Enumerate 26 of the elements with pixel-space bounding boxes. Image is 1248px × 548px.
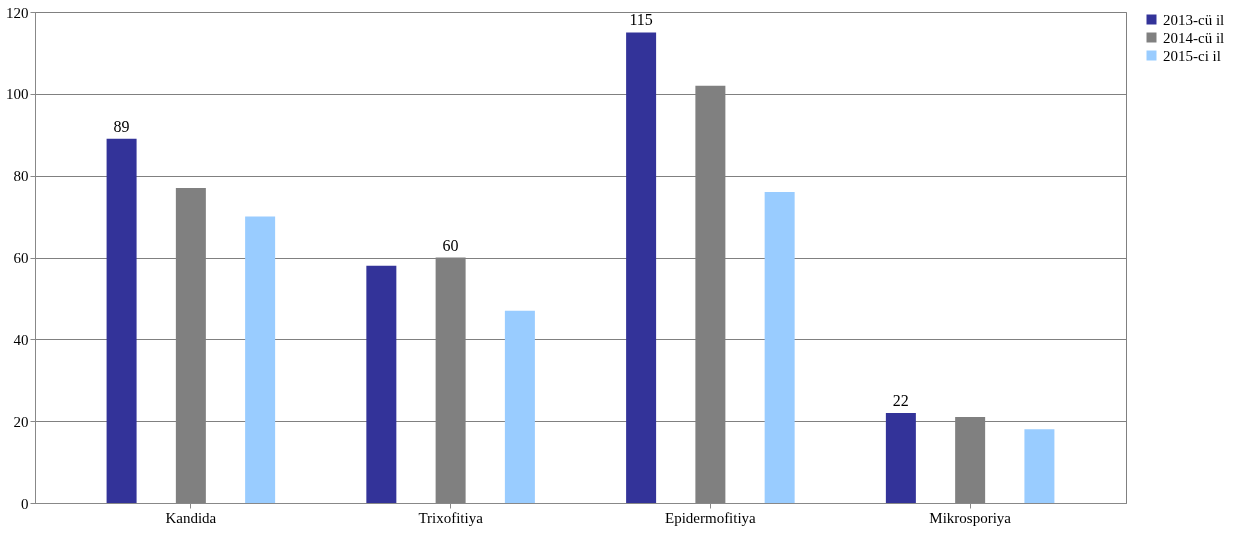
x-tick-label: Kandida [165, 509, 217, 526]
y-tick-label: 20 [13, 413, 29, 430]
legend-label: 2014-cü il [1163, 29, 1225, 46]
x-tick-label: Epidermofitiya [664, 509, 757, 526]
y-tick-label: 120 [6, 4, 29, 21]
bar [1024, 429, 1055, 503]
legend-label: 2013-cü il [1163, 11, 1225, 28]
data-label: 89 [113, 117, 130, 135]
bar [885, 412, 916, 503]
bar [504, 310, 535, 503]
x-tick-label: Trixofitiya [418, 509, 484, 526]
y-tick-label: 100 [6, 86, 29, 103]
bar [245, 216, 276, 503]
legend-label: 2015-ci il [1163, 47, 1221, 64]
y-tick-label: 40 [13, 331, 29, 348]
y-tick-label: 60 [13, 250, 29, 266]
bar [764, 192, 795, 503]
data-label: 60 [442, 236, 459, 254]
x-tick-label: Mikrosporiya [929, 509, 1012, 526]
data-label: 115 [629, 11, 653, 29]
y-tick-label: 0 [21, 495, 29, 512]
y-tick-label: 80 [13, 168, 29, 185]
data-label: 22 [892, 391, 909, 409]
bar [106, 138, 137, 503]
bar [366, 265, 397, 503]
bar [626, 32, 657, 503]
